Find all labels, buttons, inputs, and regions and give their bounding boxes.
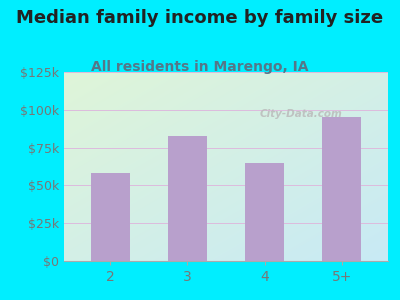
- Text: City-Data.com: City-Data.com: [259, 109, 342, 118]
- Bar: [168, 136, 207, 261]
- Bar: [91, 173, 130, 261]
- Text: All residents in Marengo, IA: All residents in Marengo, IA: [91, 60, 309, 74]
- Bar: [322, 117, 361, 261]
- Text: Median family income by family size: Median family income by family size: [16, 9, 384, 27]
- Bar: [245, 163, 284, 261]
